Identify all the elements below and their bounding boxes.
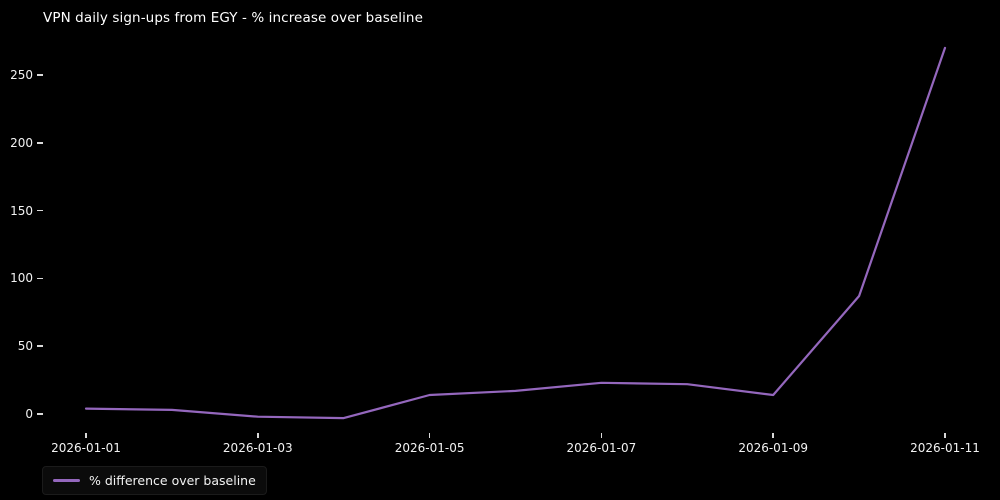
- y-axis-tick: 200: [0, 135, 43, 151]
- y-axis-tick-label: 50: [17, 339, 33, 354]
- x-axis-tick-mark: [428, 433, 431, 438]
- y-axis-tick: 100: [0, 270, 43, 286]
- trend-line: [84, 46, 947, 420]
- y-axis-tick: 150: [0, 203, 43, 219]
- x-axis-tick-mark: [772, 433, 774, 438]
- x-axis-tick-mark: [600, 433, 603, 438]
- y-axis-tick-mark: [37, 209, 43, 212]
- y-axis-tick-label: 250: [10, 68, 33, 82]
- legend-label: % difference over baseline: [89, 473, 256, 488]
- y-axis-tick-label: 150: [10, 203, 33, 218]
- y-axis-tick: 250: [0, 67, 43, 83]
- x-axis-tick-mark: [85, 433, 87, 438]
- y-axis-tick-mark: [37, 413, 43, 415]
- x-axis-tick-mark: [944, 433, 946, 438]
- x-axis-tick-label: 2026-01-01: [51, 441, 121, 455]
- y-axis-tick-label: 0: [25, 407, 33, 421]
- y-axis-tick-label: 200: [10, 135, 33, 150]
- legend: % difference over baseline: [42, 466, 267, 495]
- x-axis-tick-label: 2026-01-07: [566, 441, 637, 455]
- y-axis-tick-mark: [37, 74, 43, 76]
- y-axis-tick-mark: [37, 142, 43, 144]
- y-axis-tick: 0: [0, 406, 43, 422]
- x-axis-tick-label: 2026-01-03: [222, 441, 293, 455]
- y-axis-tick: 50: [0, 338, 43, 354]
- chart-title: VPN daily sign-ups from EGY - % increase…: [43, 10, 423, 26]
- y-axis-tick-mark: [37, 345, 43, 347]
- x-axis-tick-label: 2026-01-05: [394, 441, 465, 455]
- x-axis-tick-label: 2026-01-09: [738, 441, 809, 455]
- x-axis-tick-mark: [257, 433, 259, 438]
- legend-line-swatch: [53, 479, 80, 482]
- x-axis-tick-label: 2026-01-11: [910, 441, 980, 455]
- y-axis-tick-mark: [37, 277, 43, 280]
- y-axis-tick-label: 100: [10, 271, 33, 286]
